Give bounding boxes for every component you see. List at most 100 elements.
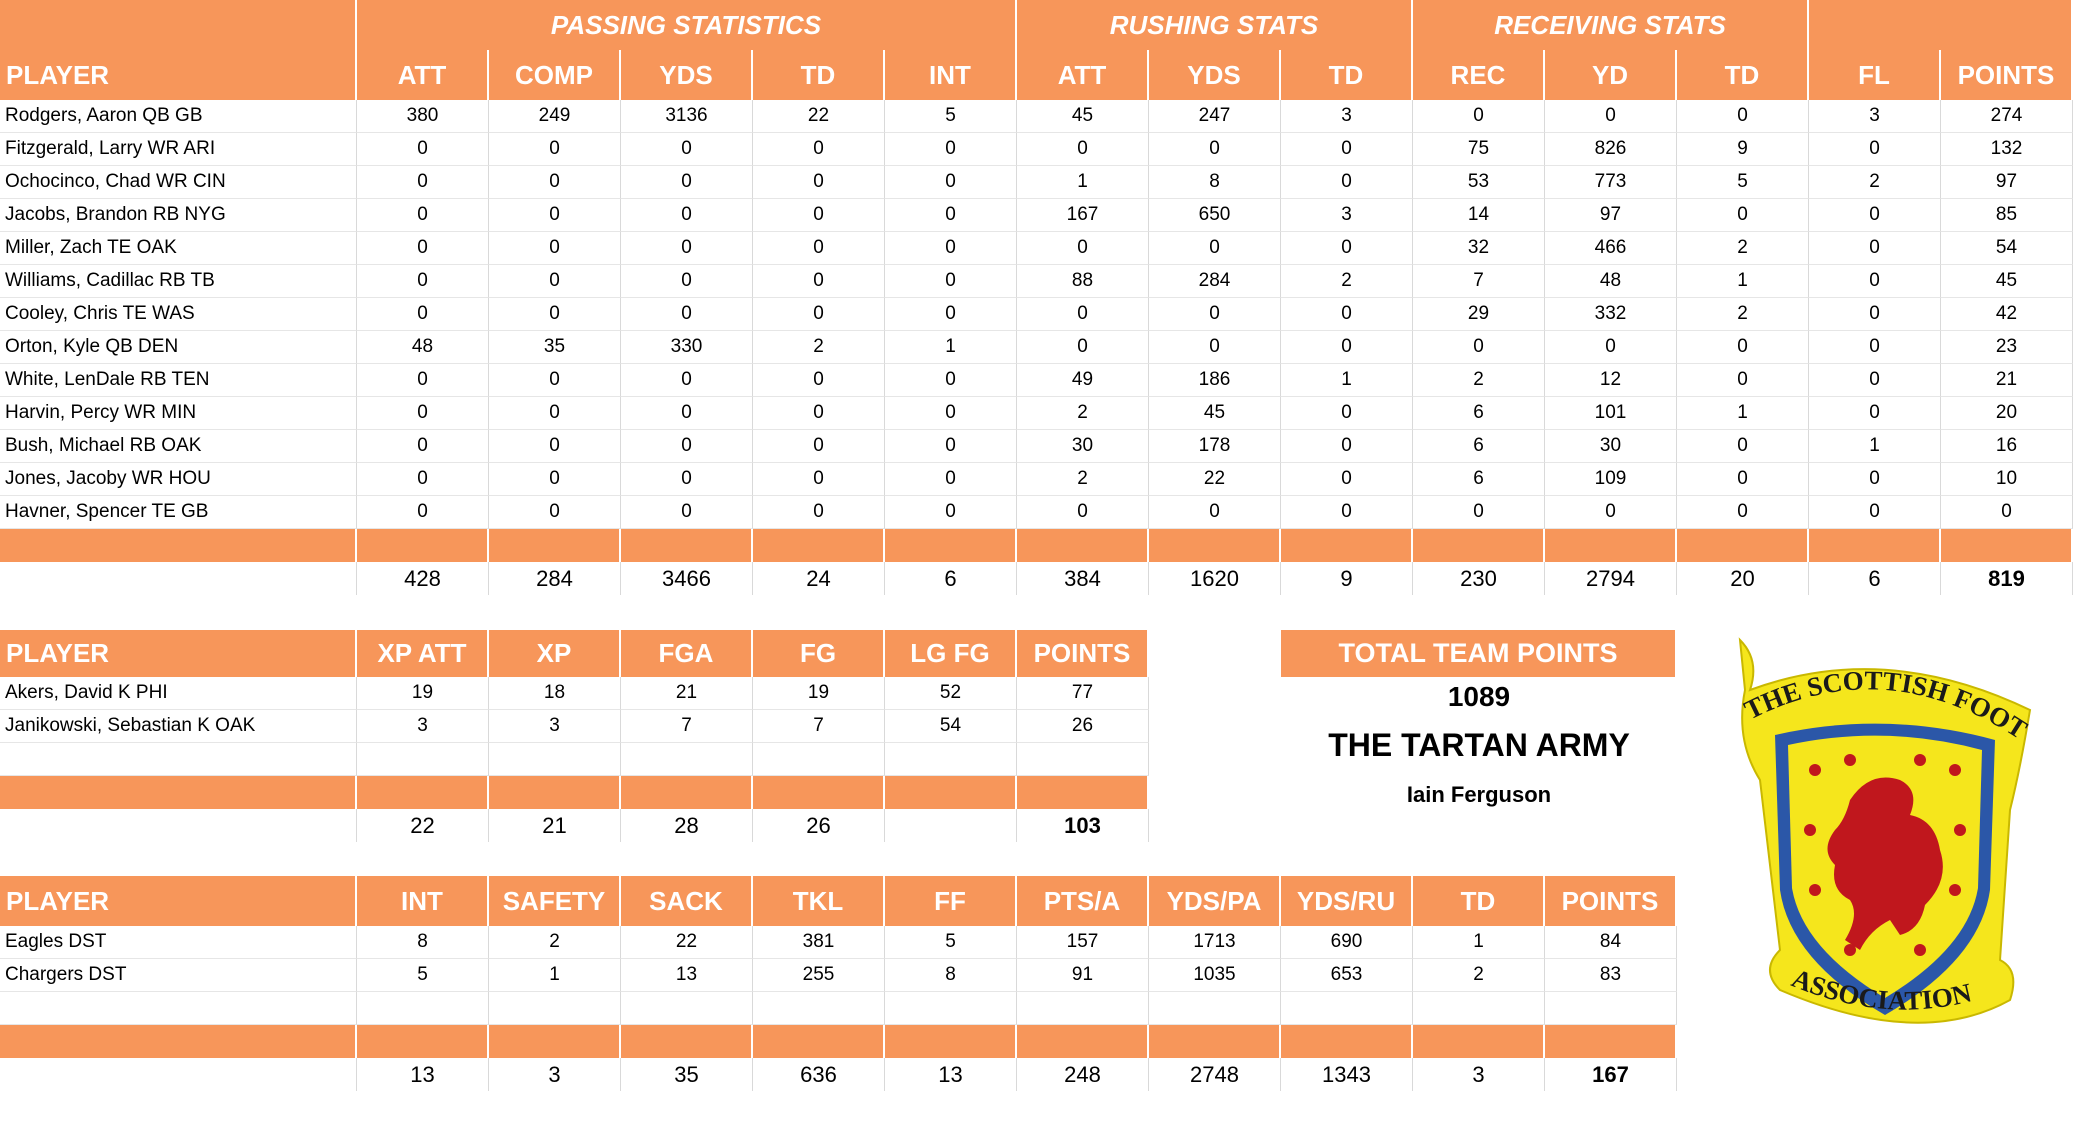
blank-cell — [0, 809, 357, 842]
total-cell: 384 — [1017, 562, 1149, 595]
blank-cell — [621, 743, 753, 776]
stat-cell: 6 — [1413, 430, 1545, 463]
total-cell: 284 — [489, 562, 621, 595]
stat-cell: 6 — [1413, 397, 1545, 430]
stat-cell: 0 — [1149, 133, 1281, 166]
stat-cell: 0 — [885, 430, 1017, 463]
stat-cell: 21 — [1941, 364, 2073, 397]
stat-cell: 0 — [489, 265, 621, 298]
total-cell: 22 — [357, 809, 489, 842]
separator-cell — [489, 776, 621, 809]
stat-cell: 19 — [753, 677, 885, 710]
stat-cell: 0 — [753, 397, 885, 430]
total-cell: 2794 — [1545, 562, 1677, 595]
blank-cell — [357, 743, 489, 776]
stat-cell: 0 — [1677, 100, 1809, 133]
stat-cell: 0 — [489, 430, 621, 463]
stat-cell: 1713 — [1149, 926, 1281, 959]
stat-cell: 7 — [621, 710, 753, 743]
stat-cell: 1 — [1809, 430, 1941, 463]
stat-cell: 97 — [1941, 166, 2073, 199]
stat-cell: 0 — [357, 463, 489, 496]
stat-cell: 0 — [1809, 232, 1941, 265]
stat-cell: 0 — [753, 166, 885, 199]
stat-cell: 0 — [489, 364, 621, 397]
player-name: Chargers DST — [0, 959, 357, 992]
stat-cell: 0 — [1281, 331, 1413, 364]
total-cell — [885, 809, 1017, 842]
stat-cell: 45 — [1941, 265, 2073, 298]
stat-cell: 5 — [885, 926, 1017, 959]
stat-cell: 88 — [1017, 265, 1149, 298]
stat-cell: 52 — [885, 677, 1017, 710]
column-header: TD — [1281, 50, 1413, 100]
group-header-blank — [0, 0, 357, 50]
stat-cell: 75 — [1413, 133, 1545, 166]
stat-cell: 247 — [1149, 100, 1281, 133]
player-name: Bush, Michael RB OAK — [0, 430, 357, 463]
stat-cell: 13 — [621, 959, 753, 992]
group-header: RUSHING STATS — [1017, 0, 1413, 50]
blank-cell — [489, 743, 621, 776]
stat-cell: 2 — [489, 926, 621, 959]
stat-cell: 0 — [621, 133, 753, 166]
total-cell: 636 — [753, 1058, 885, 1091]
stat-cell: 22 — [753, 100, 885, 133]
blank-cell — [0, 992, 357, 1025]
stat-cell: 0 — [753, 265, 885, 298]
stat-cell: 3 — [1281, 199, 1413, 232]
player-name: Williams, Cadillac RB TB — [0, 265, 357, 298]
stat-cell: 6 — [1413, 463, 1545, 496]
team-title: TOTAL TEAM POINTS — [1281, 630, 1677, 677]
player-name: Jacobs, Brandon RB NYG — [0, 199, 357, 232]
stat-cell: 0 — [1809, 364, 1941, 397]
stat-cell: 0 — [885, 199, 1017, 232]
stat-cell: 8 — [1149, 166, 1281, 199]
stat-cell: 29 — [1413, 298, 1545, 331]
stat-cell: 0 — [885, 496, 1017, 529]
separator-cell — [1545, 1025, 1677, 1058]
blank-cell — [357, 992, 489, 1025]
stat-cell: 45 — [1149, 397, 1281, 430]
total-cell: 24 — [753, 562, 885, 595]
stat-cell: 0 — [1281, 166, 1413, 199]
stat-cell: 7 — [1413, 265, 1545, 298]
stat-cell: 0 — [1281, 397, 1413, 430]
stat-cell: 35 — [489, 331, 621, 364]
total-cell: 103 — [1017, 809, 1149, 842]
column-header: FGA — [621, 630, 753, 677]
stat-cell: 0 — [1809, 298, 1941, 331]
blank-cell — [885, 992, 1017, 1025]
column-header: PLAYER — [0, 630, 357, 677]
stat-cell: 0 — [1677, 364, 1809, 397]
blank-cell — [489, 992, 621, 1025]
stat-cell: 157 — [1017, 926, 1149, 959]
player-name: Rodgers, Aaron QB GB — [0, 100, 357, 133]
stat-cell: 249 — [489, 100, 621, 133]
column-header: FG — [753, 630, 885, 677]
total-cell: 1343 — [1281, 1058, 1413, 1091]
stat-cell: 0 — [489, 166, 621, 199]
separator-cell — [357, 1025, 489, 1058]
stat-cell: 0 — [753, 199, 885, 232]
stat-cell: 2 — [1413, 959, 1545, 992]
stat-cell: 178 — [1149, 430, 1281, 463]
stat-cell: 653 — [1281, 959, 1413, 992]
separator-cell — [1941, 529, 2073, 562]
stat-cell: 3136 — [621, 100, 753, 133]
stat-cell: 0 — [885, 265, 1017, 298]
stat-cell: 16 — [1941, 430, 2073, 463]
separator-cell — [885, 776, 1017, 809]
stat-cell: 330 — [621, 331, 753, 364]
stat-cell: 0 — [1149, 331, 1281, 364]
stat-cell: 0 — [753, 232, 885, 265]
stat-cell: 2 — [1809, 166, 1941, 199]
stat-cell: 0 — [489, 298, 621, 331]
group-header: RECEIVING STATS — [1413, 0, 1809, 50]
stat-cell: 5 — [1677, 166, 1809, 199]
blank-cell — [885, 743, 1017, 776]
stat-cell: 45 — [1017, 100, 1149, 133]
stat-cell: 0 — [1545, 331, 1677, 364]
separator-cell — [0, 776, 357, 809]
